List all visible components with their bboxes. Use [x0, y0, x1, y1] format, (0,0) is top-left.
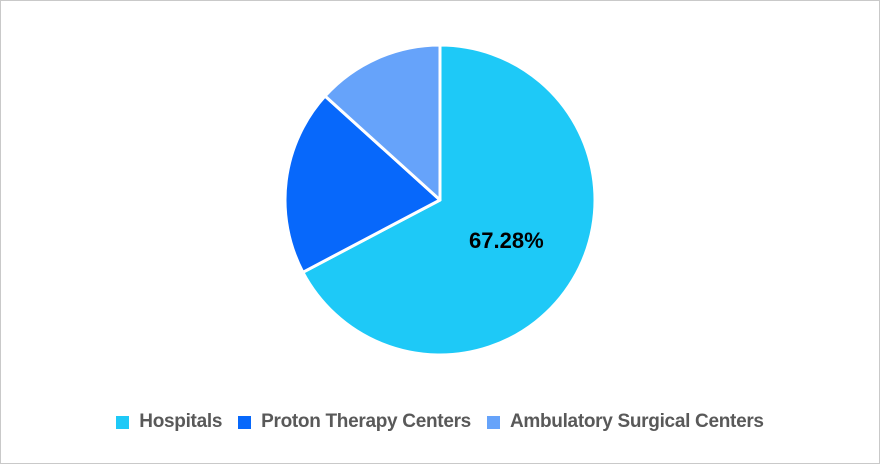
legend: Hospitals Proton Therapy Centers Ambulator… — [116, 411, 764, 433]
legend-label: Proton Therapy Centers — [261, 411, 471, 432]
pie-data-label-hospitals: 67.28% — [469, 228, 544, 253]
pie-chart: 67.28% — [283, 43, 597, 357]
pie-slice-ambulatory-surgical-centers — [323, 43, 442, 202]
legend-item-hospitals: Hospitals — [116, 411, 222, 433]
legend-label: Hospitals — [139, 411, 223, 432]
legend-swatch-hospitals — [116, 415, 130, 429]
legend-item-ambulatory-surgical-centers: Ambulatory Surgical Centers — [486, 411, 764, 433]
legend-item-proton-therapy-centers: Proton Therapy Centers — [238, 411, 471, 433]
legend-swatch-proton-therapy-centers — [238, 415, 252, 429]
pie-slice-proton-therapy-centers — [283, 94, 442, 274]
legend-swatch-ambulatory-surgical-centers — [486, 415, 500, 429]
legend-label: Ambulatory Surgical Centers — [509, 411, 764, 432]
pie-slice-hospitals — [301, 43, 597, 357]
